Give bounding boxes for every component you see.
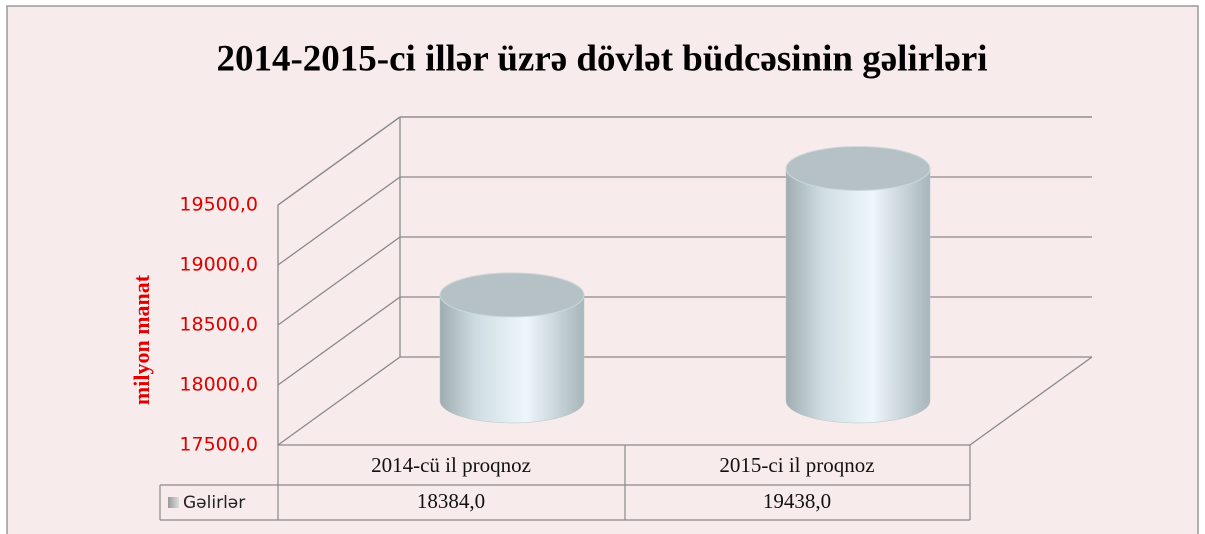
y-tick-label: 18000,0 <box>179 374 258 396</box>
value-label: 18384,0 <box>417 489 485 513</box>
y-tick-label: 17500,0 <box>179 434 258 456</box>
category-label: 2015-ci il proqnoz <box>719 453 874 477</box>
floor-edge <box>969 356 1093 446</box>
cylinder-top <box>785 145 931 191</box>
category-label: 2014-cü il proqnoz <box>371 453 531 477</box>
y-tick-label: 19500,0 <box>179 194 258 216</box>
chart-background <box>6 5 1199 534</box>
grid-line <box>277 176 401 266</box>
grid-line <box>277 236 401 326</box>
y-axis-label: milyon manat <box>129 274 154 405</box>
chart-title: 2014-2015-ci illər üzrə dövlət büdcəsini… <box>216 38 987 79</box>
grid-line <box>277 116 401 206</box>
legend-label: Gəlirlər <box>183 493 245 513</box>
cylinder-top <box>439 272 585 318</box>
cylinder <box>439 294 585 424</box>
y-tick-label: 18500,0 <box>179 314 258 336</box>
grid-line <box>277 356 401 446</box>
grid-line <box>277 296 401 386</box>
value-label: 19438,0 <box>763 489 831 513</box>
y-tick-label: 19000,0 <box>179 254 258 276</box>
data-table: Gəlirlər <box>159 445 971 521</box>
legend-swatch <box>168 497 179 508</box>
cylinder <box>785 168 931 424</box>
